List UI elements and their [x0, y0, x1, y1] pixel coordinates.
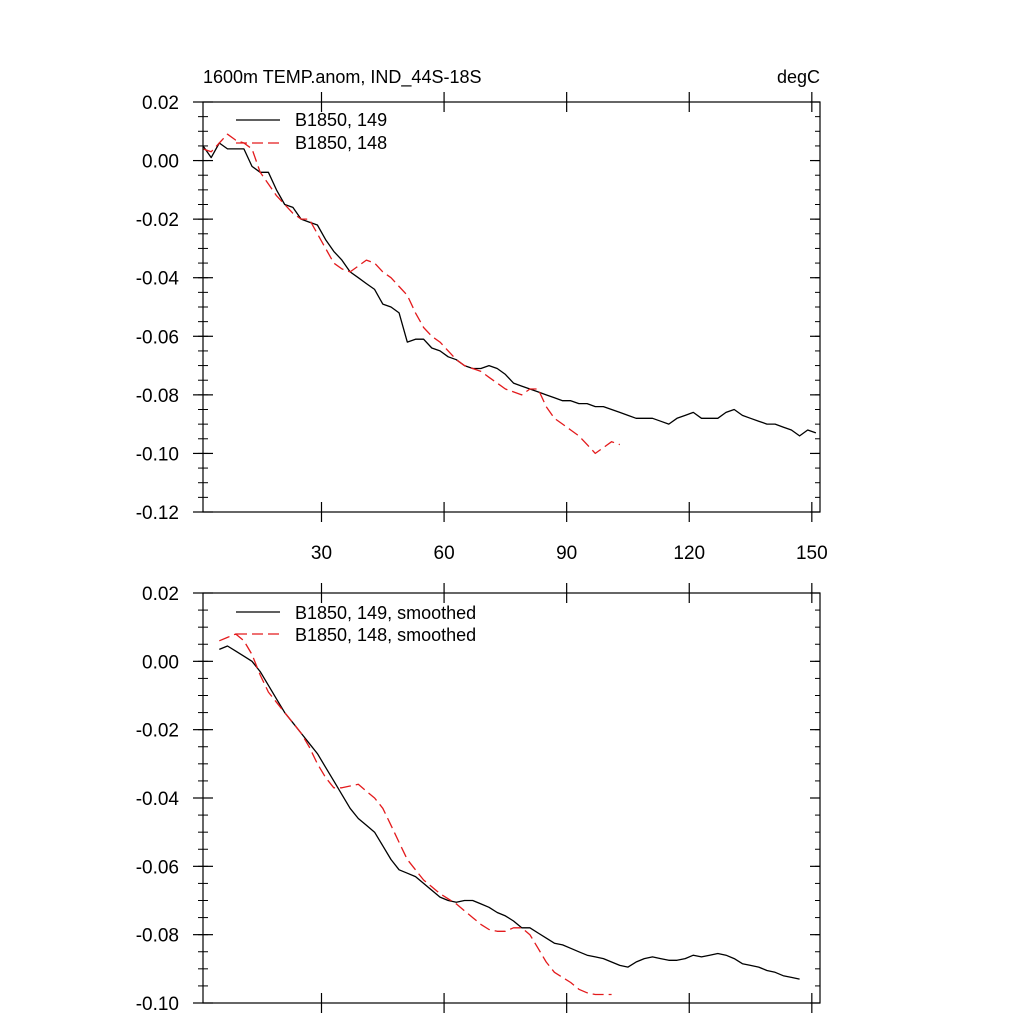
- x-tick-label: 90: [556, 543, 577, 564]
- top-plot-frame: [202, 101, 821, 513]
- y-tick-label: -0.08: [136, 926, 179, 947]
- y-tick-label: -0.02: [136, 210, 179, 231]
- legend-label-b1850-149: B1850, 149: [295, 110, 387, 130]
- bottom-panel: 0.02 0.00 -0.02 -0.04 -0.06 -0.08 -0.10 B1850,…: [136, 583, 821, 1015]
- y-tick-label: -0.12: [136, 503, 179, 524]
- y-tick-label: 0.00: [142, 152, 179, 173]
- series-line-b1850-149: [202, 142, 817, 437]
- legend-label-b1850-148-smoothed: B1850, 148, smoothed: [295, 625, 476, 645]
- y-tick-label: -0.06: [136, 327, 179, 348]
- units-label: degC: [777, 67, 820, 87]
- bottom-axis-ticks: 0.02 0.00 -0.02 -0.04 -0.06 -0.08 -0.10: [136, 583, 820, 1015]
- chart-title: 1600m TEMP.anom, IND_44S-18S: [203, 67, 481, 88]
- y-tick-label: 0.02: [142, 584, 179, 605]
- y-tick-label: -0.02: [136, 721, 179, 742]
- bottom-plot-frame: [202, 592, 821, 1004]
- x-tick-label: 60: [434, 543, 455, 564]
- top-legend: B1850, 149 B1850, 148: [236, 110, 387, 153]
- y-tick-label: 0.00: [142, 652, 179, 673]
- series-line-b1850-149-smoothed: [219, 645, 800, 980]
- legend-label-b1850-149-smoothed: B1850, 149, smoothed: [295, 603, 476, 623]
- top-panel: 1600m TEMP.anom, IND_44S-18S degC 0.020.…: [136, 67, 828, 564]
- x-tick-label: 120: [673, 543, 705, 564]
- y-tick-label: -0.10: [136, 994, 179, 1015]
- y-tick-label: -0.06: [136, 857, 179, 878]
- y-tick-label: -0.10: [136, 444, 179, 465]
- bottom-series-lines: [219, 633, 800, 996]
- y-tick-label: 0.02: [142, 93, 179, 114]
- x-tick-label: 30: [311, 543, 332, 564]
- top-series-lines: [202, 133, 817, 455]
- y-tick-label: -0.04: [136, 269, 180, 290]
- bottom-legend: B1850, 149, smoothed B1850, 148, smoothe…: [236, 603, 476, 645]
- x-tick-label: 150: [796, 543, 828, 564]
- series-line-b1850-148-smoothed: [219, 633, 612, 996]
- legend-label-b1850-148: B1850, 148: [295, 133, 387, 153]
- y-tick-label: -0.04: [136, 789, 180, 810]
- top-axis-ticks: 0.02 0.00 -0.02 -0.04 -0.06 -0.08 -0.10 -0.12 30…: [136, 92, 828, 564]
- series-line-b1850-148: [202, 133, 621, 455]
- y-tick-label: -0.08: [136, 386, 179, 407]
